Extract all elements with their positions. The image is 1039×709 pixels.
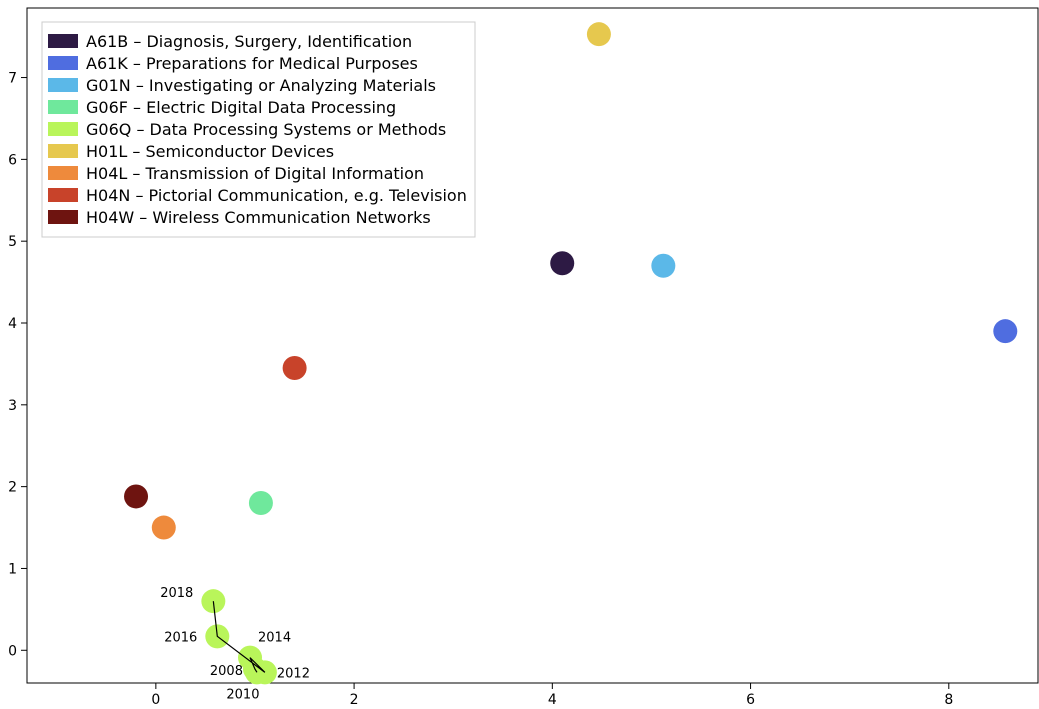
legend-swatch [48, 56, 78, 70]
data-point [124, 484, 149, 509]
legend-swatch [48, 210, 78, 224]
legend-entry-label: G01N – Investigating or Analyzing Materi… [86, 76, 436, 95]
x-tick-label: 8 [944, 692, 953, 708]
point-year-label: 2018 [160, 586, 193, 601]
legend-box [41, 21, 476, 238]
data-point [151, 515, 176, 540]
legend: A61B – Diagnosis, Surgery, Identificatio… [41, 21, 476, 238]
y-tick-label: 4 [8, 316, 17, 332]
legend-swatch [48, 34, 78, 48]
annotation-layer: 2018 2016 2014 2008 2010 2012 [160, 586, 310, 702]
y-tick-label: 0 [8, 643, 17, 659]
trajectory-layer [212, 601, 266, 673]
legend-swatch [48, 144, 78, 158]
legend-swatch [48, 122, 78, 136]
legend-entry-label: H04L – Transmission of Digital Informati… [86, 164, 424, 183]
legend-entry-label: H04N – Pictorial Communication, e.g. Tel… [86, 186, 467, 205]
y-tick-label: 1 [8, 561, 17, 577]
point-year-label: 2012 [277, 666, 310, 681]
legend-entry-label: H04W – Wireless Communication Networks [86, 208, 431, 227]
x-tick-label: 4 [548, 692, 557, 708]
axes: 0 2 4 6 8 0 1 2 3 4 5 6 7 [8, 71, 953, 708]
y-tick-label: 5 [8, 234, 17, 250]
legend-entry-label: G06F – Electric Digital Data Processing [86, 98, 396, 117]
legend-entry-label: G06Q – Data Processing Systems or Method… [86, 120, 446, 139]
x-tick-label: 2 [350, 692, 359, 708]
point-year-label: 2016 [164, 630, 197, 645]
y-tick-label: 6 [8, 152, 17, 168]
y-tick-label: 7 [8, 71, 17, 87]
y-tick-label: 2 [8, 480, 17, 496]
data-point [248, 491, 273, 515]
point-year-label: 2008 [210, 664, 243, 679]
point-year-label: 2010 [226, 687, 259, 702]
x-tick-label: 6 [746, 692, 755, 708]
legend-entry-label: A61K – Preparations for Medical Purposes [86, 54, 418, 73]
x-tick-label: 0 [151, 692, 160, 708]
legend-swatch [48, 78, 78, 92]
points-layer [124, 22, 1018, 685]
data-point [586, 22, 611, 47]
legend-swatch [48, 100, 78, 114]
legend-swatch [48, 188, 78, 202]
data-point [993, 319, 1018, 344]
legend-swatch [48, 166, 78, 180]
trajectory-line [212, 601, 266, 673]
point-year-label: 2014 [258, 631, 291, 646]
data-point [282, 356, 307, 380]
y-tick-label: 3 [8, 398, 17, 414]
legend-entry-label: H01L – Semiconductor Devices [86, 142, 334, 161]
data-point [651, 253, 676, 278]
data-point [550, 251, 575, 276]
legend-entry-label: A61B – Diagnosis, Surgery, Identificatio… [86, 32, 412, 51]
